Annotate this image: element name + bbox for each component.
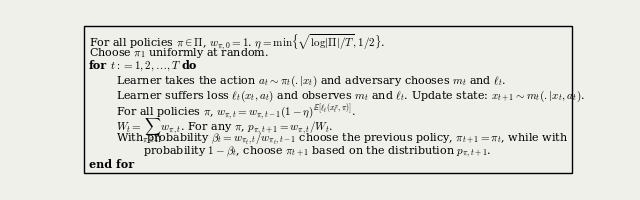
Text: Learner takes the action $a_t \sim \pi_t(.|x_t)$ and adversary chooses $m_t$ and: Learner takes the action $a_t \sim \pi_t… <box>116 74 506 89</box>
Text: Choose $\pi_1$ uniformly at random.: Choose $\pi_1$ uniformly at random. <box>89 46 269 60</box>
Text: end for: end for <box>89 159 134 170</box>
Text: $t := 1, 2, \ldots, T$: $t := 1, 2, \ldots, T$ <box>107 60 181 73</box>
Text: For all policies $\pi$, $w_{\pi,t} = w_{\pi,t-1}(1-\eta)^{\mathbb{E}[\ell_t(x_t^: For all policies $\pi$, $w_{\pi,t} = w_{… <box>116 103 356 122</box>
Text: Learner suffers loss $\ell_t(x_t, a_t)$ and observes $m_t$ and $\ell_t$. Update : Learner suffers loss $\ell_t(x_t, a_t)$ … <box>116 88 585 104</box>
Text: For all policies $\pi \in \Pi$, $w_{\pi,0} = 1$. $\eta = \min\{\sqrt{\log|\Pi|/T: For all policies $\pi \in \Pi$, $w_{\pi,… <box>89 32 385 52</box>
Text: probability $1 - \beta_t$, choose $\pi_{t+1}$ based on the distribution $p_{\pi,: probability $1 - \beta_t$, choose $\pi_{… <box>143 145 492 160</box>
Text: With probability $\beta_t = w_{\pi_t,t}/w_{\pi_t,t-1}$ choose the previous polic: With probability $\beta_t = w_{\pi_t,t}/… <box>116 131 568 147</box>
FancyBboxPatch shape <box>84 26 572 173</box>
Text: for: for <box>89 60 107 71</box>
Text: $W_t = \sum_{\pi \in \Pi} w_{\pi,t}$. For any $\pi$, $p_{\pi,t+1} = w_{\pi,t}/W_: $W_t = \sum_{\pi \in \Pi} w_{\pi,t}$. Fo… <box>116 117 333 145</box>
Text: do: do <box>181 60 196 71</box>
